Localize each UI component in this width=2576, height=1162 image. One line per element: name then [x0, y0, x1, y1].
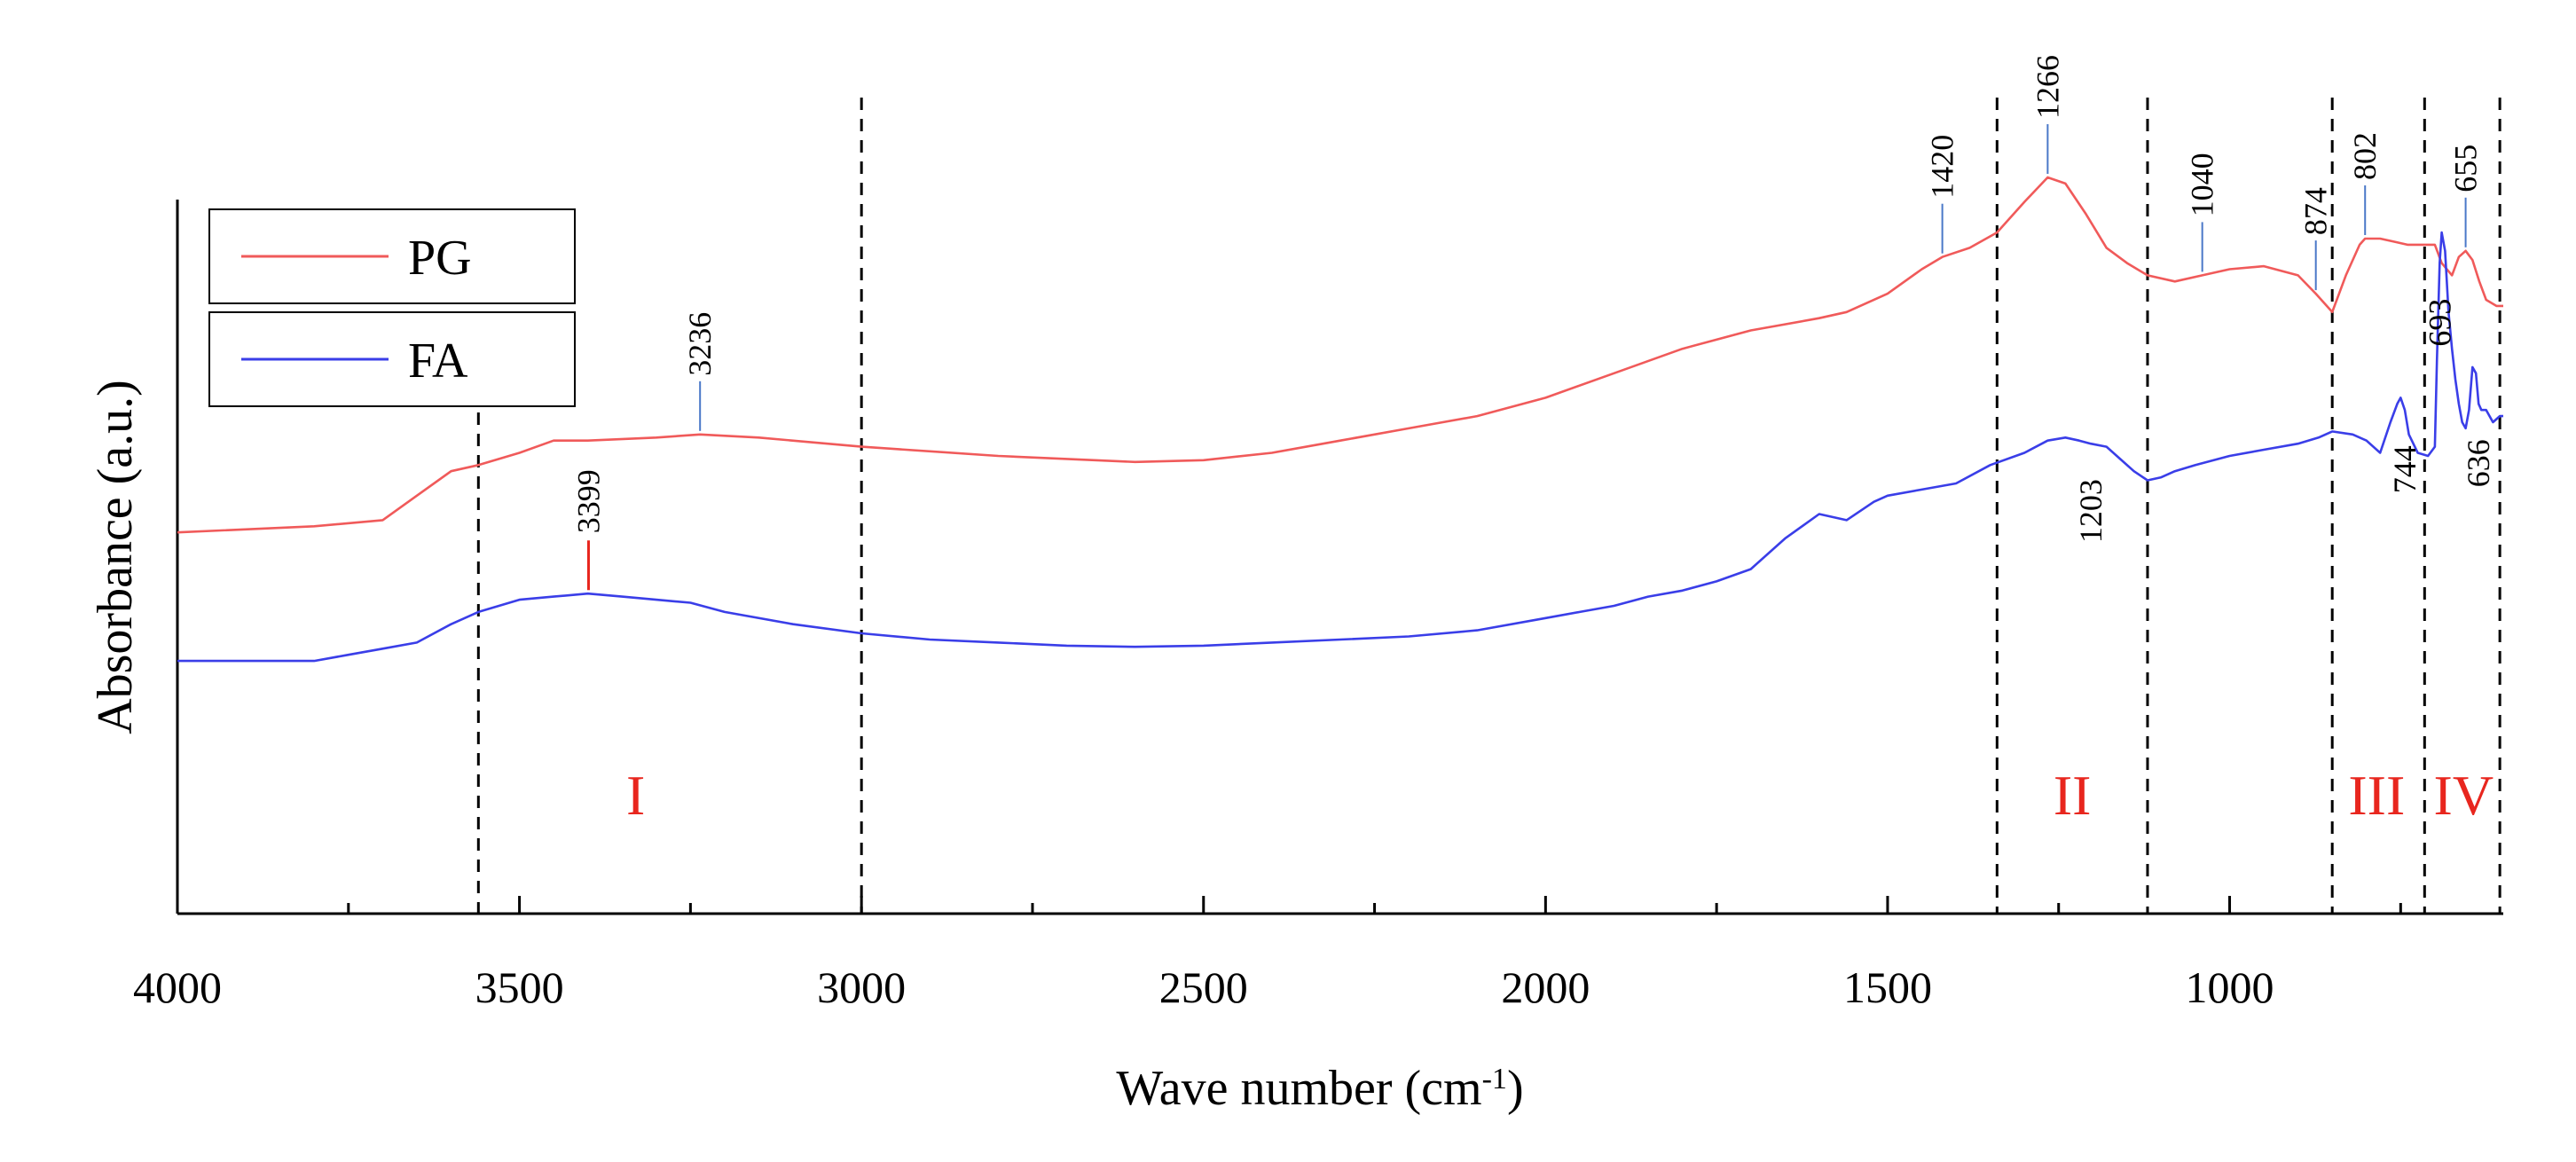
- peak-label-pg: 1266: [2030, 55, 2065, 119]
- peak-label-fa: 1203: [2073, 479, 2109, 543]
- peak-label-pg: 802: [2347, 132, 2383, 180]
- y-axis-title: Absorbance (a.u.): [88, 380, 143, 734]
- peak-label-pg: 1040: [2185, 153, 2220, 216]
- x-axis-title: Wave number (cm-1): [1116, 1061, 1523, 1116]
- peak-label-pg: 1420: [1925, 135, 1960, 199]
- series-line-fa: [177, 231, 2503, 663]
- peak-markers: 3236 1420 1266 1040 874 802 655 3399 1203 744 693 6…: [570, 55, 2496, 591]
- x-tick-label: 3500: [475, 962, 564, 1012]
- x-tick-label: 2000: [1501, 962, 1590, 1012]
- region-labels: I II III IV: [626, 764, 2494, 827]
- legend-entry-fa-box: [208, 311, 576, 407]
- x-axis-title-sup: -1: [1482, 1063, 1507, 1095]
- peak-label-pg: 874: [2298, 187, 2334, 235]
- peak-label-fa: 3399: [570, 469, 606, 533]
- region-label: IV: [2434, 764, 2494, 827]
- region-label: I: [626, 764, 645, 827]
- peak-label-fa: 744: [2387, 445, 2423, 493]
- x-tick-label: 2500: [1159, 962, 1248, 1012]
- x-axis-ticks: [176, 896, 2402, 914]
- x-tick-label: 1500: [1843, 962, 1932, 1012]
- region-label: III: [2348, 764, 2405, 827]
- series-lines: [177, 176, 2503, 663]
- peak-label-pg: 3236: [682, 312, 718, 376]
- peak-label-fa: 693: [2422, 299, 2457, 347]
- legend-fa-label: FA: [408, 334, 468, 389]
- legend: PG FA: [208, 208, 576, 407]
- x-tick-label: 4000: [133, 962, 222, 1012]
- x-axis-tick-labels: 4000 3500 3000 2500 2000 1500 1000: [133, 962, 2274, 1012]
- series-line-pg: [177, 176, 2503, 534]
- region-dividers: [476, 98, 2501, 914]
- x-tick-label: 3000: [817, 962, 906, 1012]
- x-axis-title-main: Wave number (cm: [1116, 1061, 1481, 1116]
- legend-pg-label: PG: [408, 231, 472, 286]
- peak-label-fa: 636: [2461, 439, 2496, 487]
- region-label: II: [2054, 764, 2092, 827]
- x-tick-label: 1000: [2186, 962, 2274, 1012]
- peak-label-pg: 655: [2448, 145, 2484, 192]
- x-axis-title-close: ): [1507, 1061, 1524, 1116]
